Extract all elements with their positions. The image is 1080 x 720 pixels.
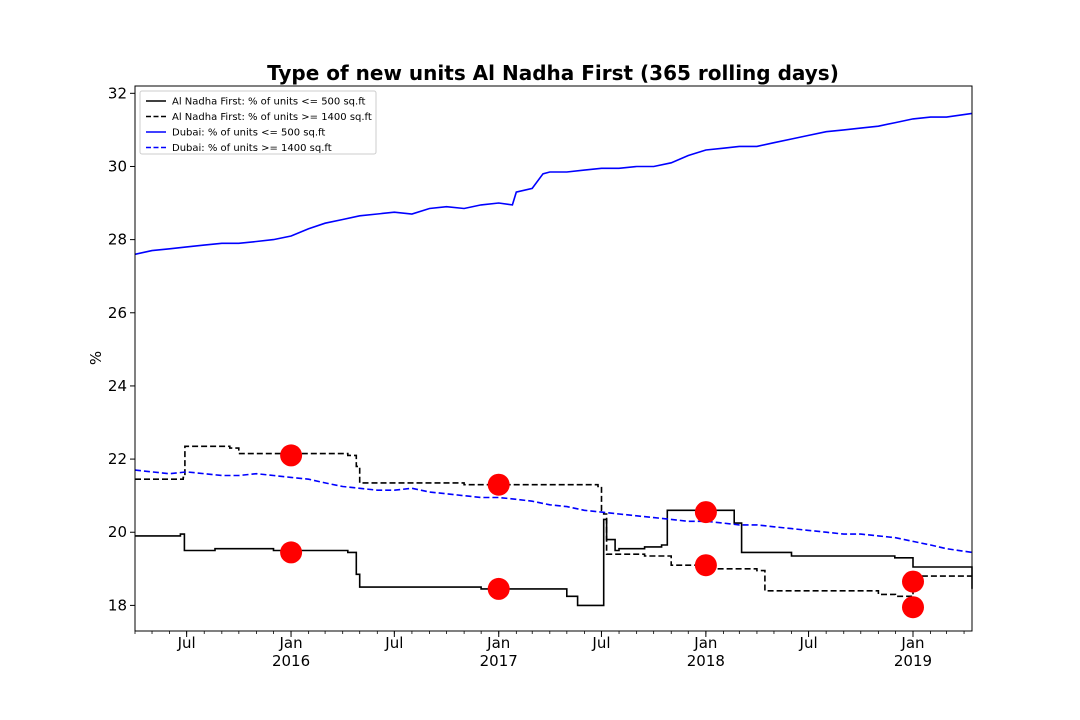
y-tick-label: 30	[108, 157, 127, 175]
x-tick-label: Jan	[486, 634, 510, 652]
x-tick-label: Jul	[384, 634, 403, 652]
plot-area-frame	[134, 85, 973, 632]
y-tick-label: 20	[108, 523, 127, 541]
x-tick-year-label: 2017	[480, 652, 518, 670]
x-tick-label: Jan	[278, 634, 302, 652]
highlight-marker-1	[280, 444, 303, 467]
x-tick-year-label: 2018	[687, 652, 725, 670]
highlight-marker-7	[902, 570, 924, 593]
x-tick-year-label: 2019	[894, 652, 932, 670]
x-tick-label: Jan	[693, 634, 717, 652]
y-tick-label: 18	[108, 596, 127, 614]
y-tick-label: 28	[108, 231, 127, 249]
y-tick-label: 22	[108, 450, 127, 468]
highlight-marker-2	[280, 541, 303, 564]
x-tick-label: Jul	[177, 634, 196, 652]
y-tick-label: 24	[108, 377, 127, 395]
highlight-marker-6	[694, 554, 717, 577]
y-tick-label: 26	[108, 304, 127, 322]
x-tick-label: Jul	[799, 634, 818, 652]
y-axis-label: %	[87, 351, 105, 365]
legend-frame	[139, 90, 377, 155]
series-line-1	[135, 509, 973, 607]
highlight-marker-5	[694, 501, 717, 524]
series-line-2	[135, 445, 972, 598]
series-line-4	[134, 469, 973, 554]
legend-label-4: Dubai: % of units >= 1400 sq.ft	[172, 143, 332, 154]
x-tick-label: Jul	[591, 634, 610, 652]
legend-label-2: Al Nadha First: % of units >= 1400 sq.ft	[172, 112, 372, 123]
legend-label-3: Dubai: % of units <= 500 sq.ft	[172, 128, 325, 139]
x-tick-year-label: 2016	[272, 652, 310, 670]
y-tick-label: 32	[108, 84, 127, 102]
highlight-marker-8	[902, 596, 924, 619]
legend: Al Nadha First: % of units <= 500 sq.ft A…	[139, 90, 377, 155]
legend-label-1: Al Nadha First: % of units <= 500 sq.ft	[172, 97, 366, 108]
x-tick-label: Jan	[900, 634, 924, 652]
chart-title: Type of new units Al Nadha First (365 ro…	[267, 61, 839, 85]
highlight-marker-3	[487, 473, 510, 496]
series-line-3	[134, 112, 973, 256]
highlight-marker-4	[487, 577, 510, 600]
